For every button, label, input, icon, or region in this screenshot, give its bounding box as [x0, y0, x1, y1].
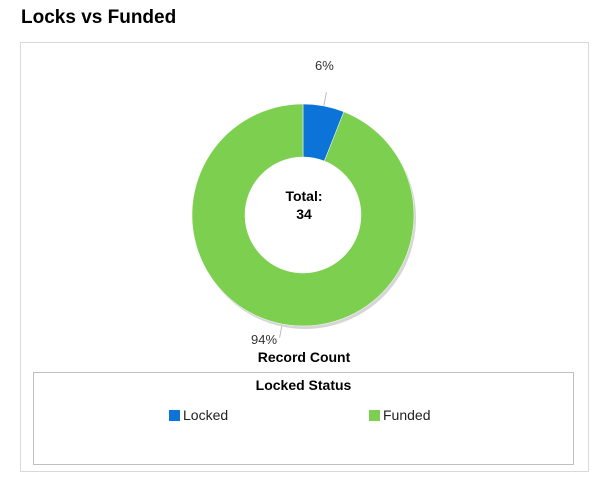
legend-swatch-funded	[369, 409, 380, 421]
measure-label: Record Count	[257, 349, 351, 365]
legend-item-funded[interactable]: Funded	[369, 407, 430, 423]
donut-center-label: Total:	[285, 188, 323, 204]
data-label-funded: 94%	[251, 332, 278, 347]
legend-item-locked[interactable]: Locked	[169, 407, 228, 423]
legend-label-funded: Funded	[383, 407, 431, 423]
leader-line-locked	[323, 92, 327, 107]
legend-swatch-locked	[169, 409, 180, 421]
legend-title: Locked Status	[255, 377, 352, 393]
legend: Locked Status Locked Funded	[33, 372, 574, 465]
legend-label-locked: Locked	[183, 407, 229, 423]
donut-center-total: 34	[296, 206, 312, 222]
donut-hole	[245, 157, 361, 273]
data-label-locked: 6%	[315, 58, 334, 73]
donut-chart	[191, 92, 416, 338]
chart-frame: Total: 34 6% 94% Record Count Locked Sta…	[20, 42, 589, 472]
page-title: Locks vs Funded	[21, 7, 177, 28]
